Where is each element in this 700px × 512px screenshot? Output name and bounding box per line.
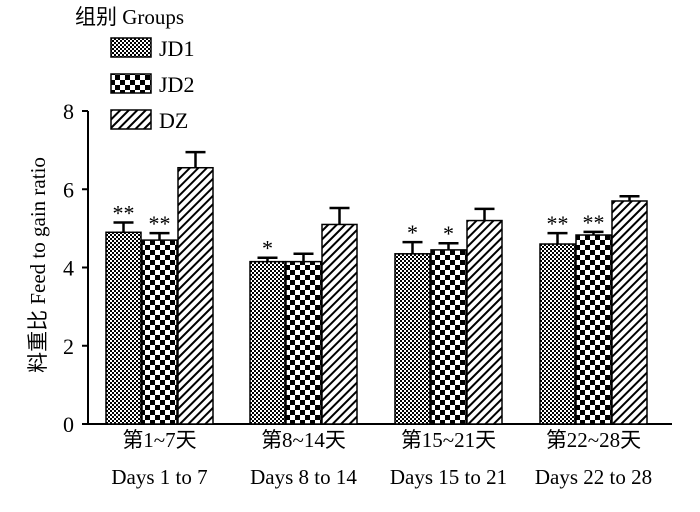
y-axis-label: 料重比 Feed to gain ratio — [26, 157, 50, 373]
legend: JD1 JD2 DZ — [110, 36, 194, 133]
legend-title: 组别 Groups — [75, 5, 184, 29]
bars: **** **** * ** — [105, 150, 648, 425]
legend-label: JD2 — [159, 72, 194, 97]
x-tick-label-cn: 第15~21天 — [401, 428, 496, 452]
x-tick-label-en: Days 22 to 28 — [535, 465, 652, 489]
legend-swatch — [110, 37, 152, 58]
x-tick-label-en: Days 15 to 21 — [390, 465, 507, 489]
x-tick-label-en: Days 1 to 7 — [111, 465, 207, 489]
bar — [141, 239, 178, 425]
significance-label: * — [407, 220, 418, 245]
significance-label: * — [262, 236, 273, 261]
y-tick-label: 8 — [63, 99, 74, 124]
bar — [321, 223, 358, 425]
bar — [285, 260, 322, 425]
legend-label: JD1 — [159, 36, 194, 61]
bar — [177, 166, 214, 425]
y-tick-label: 0 — [63, 412, 74, 437]
significance-label: ** — [113, 201, 135, 226]
bar — [430, 249, 467, 425]
y-ticks: 0 2 4 6 8 — [63, 99, 88, 437]
legend-label: DZ — [159, 108, 188, 133]
bar — [539, 243, 576, 425]
significance-label: ** — [583, 210, 605, 235]
x-tick-labels: 第1~7天 Days 1 to 7 第8~14天 Days 8 to 14 第15~21… — [111, 428, 652, 489]
x-tick-label-cn: 第22~28天 — [546, 428, 641, 452]
x-tick-label-cn: 第8~14天 — [261, 428, 346, 452]
x-tick-label-en: Days 8 to 14 — [250, 465, 357, 489]
bar — [466, 219, 503, 425]
bar — [249, 260, 286, 425]
bar — [575, 234, 612, 425]
legend-swatch — [110, 109, 152, 130]
y-tick-label: 4 — [63, 256, 74, 281]
significance-label: ** — [547, 211, 569, 236]
y-tick-label: 2 — [63, 334, 74, 359]
x-tick-label-cn: 第1~7天 — [122, 428, 196, 452]
significance-label: * — [443, 221, 454, 246]
significance-label: ** — [149, 211, 171, 236]
bar — [611, 200, 648, 425]
legend-swatch — [110, 73, 152, 94]
bar — [105, 231, 142, 425]
y-tick-label: 6 — [63, 177, 74, 202]
bar — [394, 253, 431, 425]
